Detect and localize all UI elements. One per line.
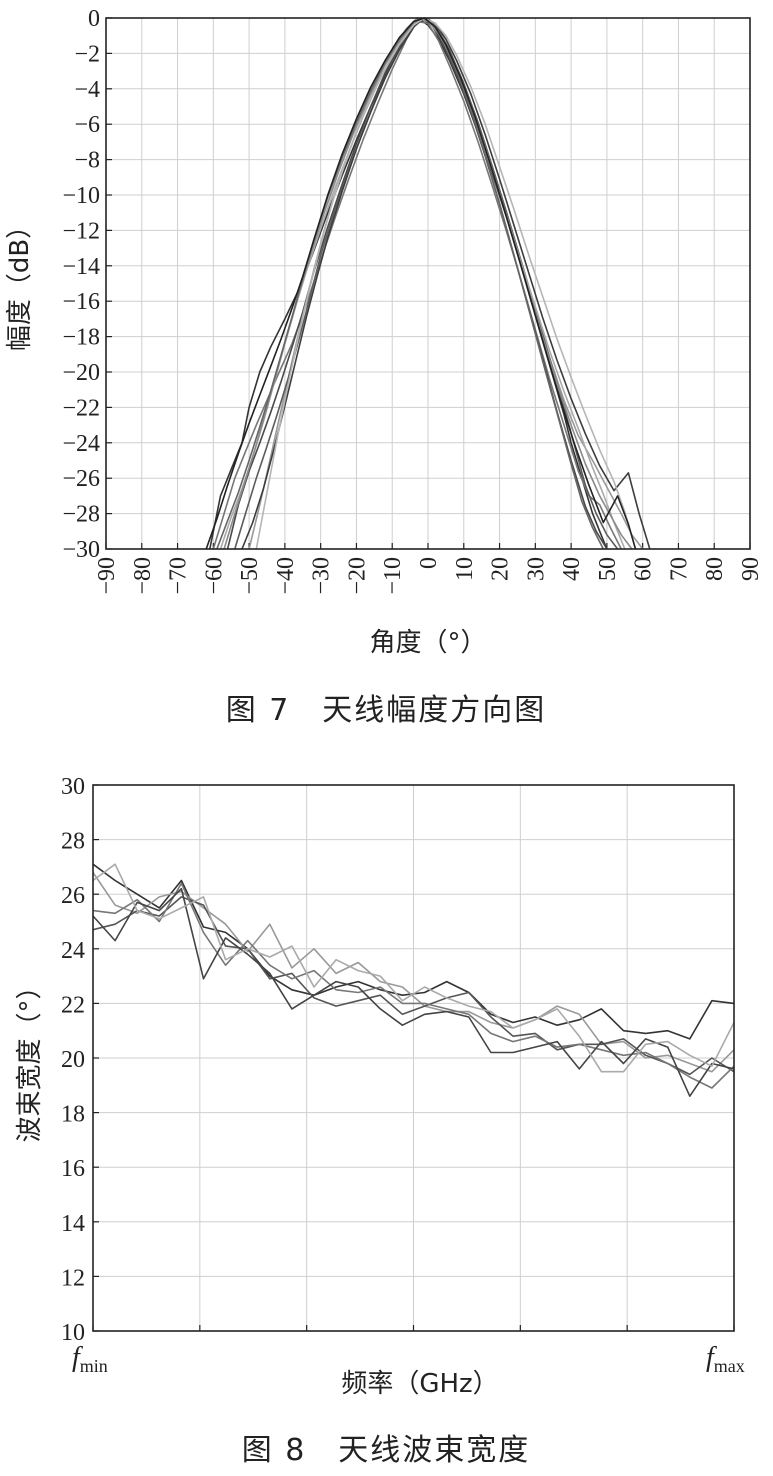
chart1-x-tick-label: −20	[344, 557, 370, 595]
chart1-x-tick-label: 80	[702, 557, 728, 581]
chart1-y-tick-label: −24	[62, 431, 100, 457]
chart1-y-tick-label: −10	[62, 183, 100, 209]
chart1-x-tick-label: −40	[273, 557, 299, 595]
chart2-x-tick-fmax: fmax	[706, 1342, 745, 1376]
chart1-y-tick-label: −18	[62, 325, 100, 351]
chart2-caption: 图 8 天线波束宽度	[242, 1433, 531, 1468]
chart2-plot-frame	[92, 784, 735, 1332]
chart1-x-tick-label: 30	[523, 557, 549, 581]
chart1-x-tick-label: −60	[201, 557, 227, 595]
chart2-series-line	[92, 882, 735, 1089]
chart1-y-tick-label: −8	[74, 148, 100, 174]
chart2-y-tick-label: 24	[61, 938, 85, 964]
chart1-y-tick-label: −12	[62, 218, 100, 244]
chart1-x-tick-label: 10	[452, 557, 478, 581]
chart1-y-tick-label: −20	[62, 360, 100, 386]
chart2-series-line	[92, 871, 735, 1073]
chart2-y-tick-label: 30	[61, 774, 85, 800]
chart1-y-tick-label: −30	[62, 537, 100, 563]
chart1-x-tick-label: 40	[559, 557, 585, 581]
chart2-y-tick-label: 22	[61, 992, 85, 1018]
chart1-series	[205, 17, 651, 550]
chart1-plot-frame	[105, 17, 751, 550]
chart1-y-tick-label: −26	[62, 466, 100, 492]
chart1-series-line	[234, 17, 619, 550]
chart2-y-axis-label: 波束宽度（°）	[15, 973, 45, 1142]
chart2-y-tick-label: 10	[61, 1320, 85, 1346]
chart1-grid	[105, 17, 751, 550]
chart1-x-tick-label: −80	[130, 557, 156, 595]
chart2-series-line	[92, 887, 735, 1097]
chart2-y-tick-label: 16	[61, 1156, 85, 1182]
chart2-x-axis-label: 频率（GHz）	[341, 1369, 498, 1399]
chart2-y-tick-label: 28	[61, 829, 85, 855]
chart1-series-line	[216, 17, 605, 550]
chart1-y-tick-label: −28	[62, 502, 100, 528]
chart1-x-tick-label: −70	[166, 557, 192, 595]
chart1-y-tick-label: −22	[62, 395, 100, 421]
chart1-series-line	[219, 19, 626, 550]
chart1-x-tick-label: −50	[237, 557, 263, 595]
chart2-x-tick-fmin: fmin	[72, 1342, 108, 1376]
chart1-y-tick-label: −14	[62, 254, 100, 280]
chart2-y-tick-label: 26	[61, 883, 85, 909]
chart2-series-line	[92, 896, 735, 1076]
chart2-series	[92, 863, 735, 1097]
chart1-x-tick-label: 60	[631, 557, 657, 581]
chart-beamwidth: 30 28 26 24 22 20 18 16 14 12 10 fmin fmax 波束宽度（°）…	[15, 774, 745, 1468]
chart2-grid	[92, 784, 735, 1332]
chart2-y-tick-labels: 30 28 26 24 22 20 18 16 14 12 10	[61, 774, 85, 1346]
chart1-x-tick-label: 0	[416, 557, 442, 569]
chart1-x-tick-labels: −90 −80 −70 −60 −50 −40 −30 −20 −10 0 10 20 30 40 50 60…	[94, 557, 764, 595]
chart2-y-tick-label: 12	[61, 1265, 85, 1291]
chart2-y-tick-label: 20	[61, 1047, 85, 1073]
chart1-series-line	[205, 17, 637, 550]
chart1-x-tick-label: −30	[309, 557, 335, 595]
chart1-y-axis-label: 幅度（dB）	[5, 213, 35, 351]
chart1-x-tick-label: −10	[380, 557, 406, 595]
chart1-y-tick-label: −4	[74, 77, 100, 103]
chart1-x-axis-label: 角度（°）	[369, 628, 486, 658]
chart2-series-line	[92, 863, 735, 1073]
chart2-y-tick-label: 14	[61, 1211, 85, 1237]
chart1-x-tick-label: 70	[666, 557, 692, 581]
chart1-x-tick-label: −90	[94, 557, 120, 595]
chart1-y-tick-label: −2	[74, 41, 100, 67]
chart1-x-tick-label: 20	[488, 557, 514, 581]
chart1-x-tick-label: 90	[738, 557, 764, 581]
chart2-y-tick-label: 18	[61, 1102, 85, 1128]
chart1-y-tick-label: −16	[62, 289, 100, 315]
chart-amplitude-pattern: 0 −2 −4 −6 −8 −10 −12 −14 −16 −18 −20 −22 −24 −26 −28 −…	[5, 6, 764, 728]
chart1-y-tick-label: 0	[88, 6, 100, 32]
chart1-x-tick-label: 50	[595, 557, 621, 581]
chart1-y-tick-label: −6	[74, 112, 100, 138]
chart1-series-line	[212, 20, 622, 550]
chart1-series-line	[255, 17, 637, 550]
chart1-y-tick-labels: 0 −2 −4 −6 −8 −10 −12 −14 −16 −18 −20 −22 −24 −26 −28 −…	[62, 6, 100, 563]
chart1-caption: 图 7 天线幅度方向图	[226, 693, 547, 728]
